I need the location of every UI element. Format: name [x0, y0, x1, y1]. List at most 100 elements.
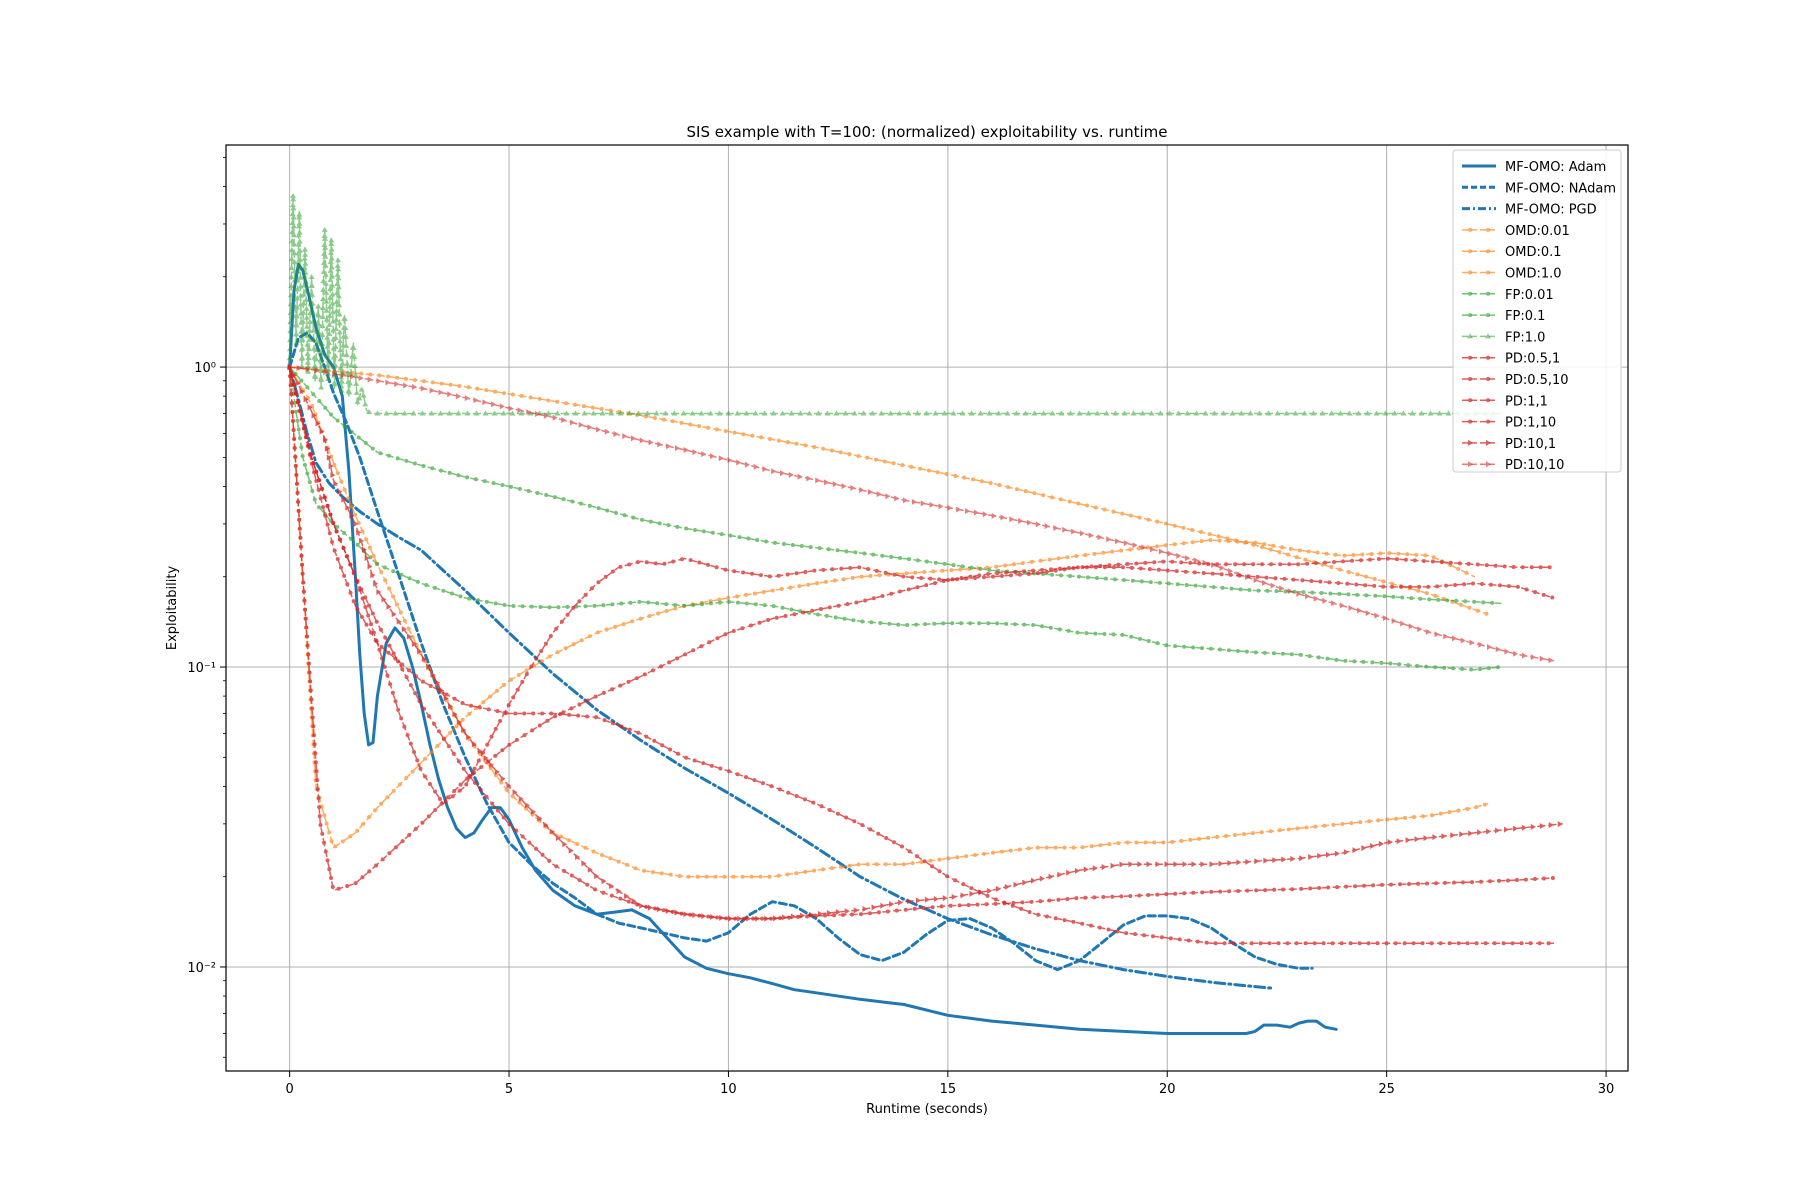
- series-marker: [961, 882, 966, 887]
- series-marker: [401, 626, 407, 633]
- series-marker: [1361, 659, 1366, 664]
- series-marker: [930, 864, 935, 869]
- series-marker: [914, 410, 921, 416]
- series-marker: [1164, 892, 1169, 897]
- series-marker: [779, 587, 784, 592]
- series-marker: [587, 424, 593, 431]
- series-marker: [329, 273, 336, 279]
- series-marker: [308, 688, 313, 693]
- series-marker: [1080, 845, 1085, 850]
- series-marker: [1418, 410, 1425, 416]
- series-marker: [655, 601, 660, 606]
- series-marker: [1106, 536, 1112, 543]
- series-marker: [324, 352, 331, 358]
- series-marker: [596, 426, 602, 433]
- series-marker: [558, 712, 563, 717]
- series-marker: [877, 573, 882, 578]
- series-marker: [364, 554, 370, 561]
- series-marker: [1074, 554, 1079, 559]
- series-marker: [1483, 941, 1488, 946]
- series-marker: [610, 602, 615, 607]
- series-marker: [771, 604, 776, 609]
- series-marker: [376, 377, 382, 384]
- series-marker: [309, 309, 316, 315]
- series-marker: [1360, 552, 1365, 557]
- series-marker: [339, 369, 346, 375]
- series-marker: [792, 612, 797, 617]
- series-marker: [377, 373, 382, 378]
- series-marker: [517, 800, 522, 805]
- series-marker: [689, 410, 696, 416]
- series-marker: [1004, 883, 1010, 890]
- series-marker: [1260, 545, 1265, 550]
- series-marker: [427, 714, 432, 719]
- series-marker: [1017, 847, 1022, 852]
- series-marker: [585, 882, 590, 887]
- series-marker: [310, 318, 317, 324]
- series-marker: [601, 603, 606, 608]
- series-marker: [953, 473, 958, 478]
- series-marker: [740, 874, 745, 879]
- series-marker: [1039, 567, 1044, 572]
- series-marker: [644, 734, 649, 739]
- series-marker: [391, 651, 396, 656]
- series-marker: [915, 854, 920, 859]
- series-marker: [1115, 538, 1121, 545]
- series-marker: [1236, 571, 1242, 578]
- x-tick-label: 5: [505, 1082, 513, 1097]
- series-marker: [839, 566, 844, 571]
- series-marker: [1326, 885, 1331, 890]
- series-marker: [1220, 410, 1227, 416]
- series-marker: [610, 569, 615, 574]
- series-marker: [1493, 563, 1498, 568]
- legend-item: MF-OMO: PGD: [1462, 203, 1597, 218]
- series-marker: [728, 533, 733, 538]
- series-marker: [379, 570, 384, 575]
- series-marker: [1299, 855, 1305, 862]
- series-marker: [896, 410, 903, 416]
- series-marker: [1521, 652, 1527, 659]
- series-marker: [1458, 602, 1463, 607]
- series-marker: [1270, 582, 1276, 589]
- series-marker: [887, 621, 892, 626]
- series-marker: [303, 314, 310, 320]
- series-marker: [969, 890, 975, 897]
- series-marker: [891, 461, 896, 466]
- series-marker: [325, 375, 332, 381]
- series-marker: [348, 536, 353, 541]
- series-marker: [902, 497, 908, 504]
- legend-item: PD:0.5,10: [1462, 373, 1569, 388]
- series-marker: [1550, 876, 1555, 881]
- series-marker: [359, 615, 364, 620]
- series-marker: [618, 564, 623, 569]
- series-marker: [300, 291, 307, 297]
- series-marker: [1262, 579, 1268, 586]
- series-marker: [303, 616, 308, 621]
- series-marker: [400, 667, 405, 672]
- series-marker: [1036, 912, 1041, 917]
- series-marker: [333, 298, 340, 304]
- series-marker: [1460, 666, 1465, 671]
- series-marker: [305, 385, 310, 390]
- series-marker: [417, 699, 422, 704]
- series-marker: [1191, 861, 1197, 868]
- series-marker: [717, 600, 722, 605]
- series-marker: [1429, 941, 1434, 946]
- legend-label: FP:0.01: [1505, 288, 1554, 303]
- series-marker: [1278, 562, 1283, 567]
- series-marker: [1393, 941, 1398, 946]
- series-marker: [322, 271, 329, 277]
- series-marker: [1450, 832, 1456, 839]
- series-marker: [665, 907, 671, 914]
- series-marker: [716, 410, 723, 416]
- series-marker: [1232, 833, 1237, 838]
- series-marker: [321, 505, 326, 510]
- series-marker: [1229, 410, 1236, 416]
- series-marker: [955, 855, 960, 860]
- series-marker: [1277, 550, 1282, 555]
- series-marker: [1170, 839, 1175, 844]
- series-marker: [659, 871, 664, 876]
- series-marker: [1432, 834, 1438, 841]
- series-marker: [682, 603, 687, 608]
- series-marker: [1022, 622, 1027, 627]
